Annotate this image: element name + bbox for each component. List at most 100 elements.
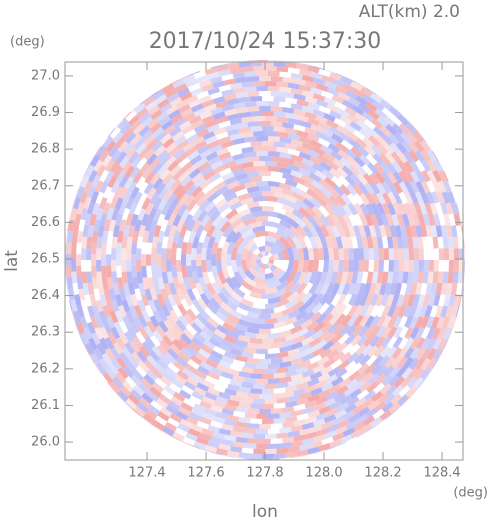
echo-cell — [204, 391, 218, 401]
echo-cell — [246, 171, 260, 178]
echo-cell — [273, 387, 286, 394]
echo-cell — [314, 224, 325, 238]
echo-cell — [287, 163, 301, 173]
echo-cell — [339, 76, 353, 86]
echo-cell — [146, 117, 160, 130]
echo-cell — [427, 294, 436, 307]
echo-cell — [290, 72, 303, 80]
echo-cell — [86, 185, 96, 199]
echo-cell — [307, 409, 321, 419]
echo-cell — [274, 239, 286, 251]
echo-cell — [114, 136, 127, 149]
echo-cell — [207, 387, 220, 397]
echo-cell — [235, 203, 249, 214]
echo-cell — [129, 341, 141, 354]
echo-cell — [273, 372, 286, 379]
echo-cell — [357, 145, 370, 158]
echo-cell — [163, 124, 176, 136]
echo-cell — [336, 303, 347, 317]
echo-cell — [315, 195, 328, 208]
echo-cell — [313, 292, 325, 306]
echo-cell — [130, 321, 140, 334]
echo-cell — [137, 299, 147, 312]
echo-cell — [196, 265, 204, 279]
echo-cell — [291, 271, 302, 284]
echo-cell — [204, 375, 218, 385]
echo-cell — [332, 78, 345, 88]
echo-cell — [342, 83, 356, 93]
echo-cell — [265, 131, 277, 137]
echo-cell — [198, 308, 211, 321]
echo-cell — [84, 164, 95, 178]
echo-cell — [359, 154, 371, 166]
echo-cell — [139, 162, 151, 175]
echo-cell — [432, 169, 442, 183]
echo-cell — [430, 282, 438, 296]
echo-cell — [273, 111, 286, 118]
echo-cell — [166, 236, 174, 249]
echo-cell — [267, 378, 280, 384]
echo-cell — [383, 115, 396, 127]
echo-cell — [262, 403, 274, 410]
echo-cell — [342, 293, 353, 307]
echo-cell — [254, 282, 269, 289]
echo-cell — [270, 106, 283, 112]
echo-cell — [344, 403, 358, 414]
echo-cell — [99, 180, 109, 194]
echo-cell — [218, 167, 232, 177]
echo-cell — [193, 70, 207, 79]
echo-cell — [116, 242, 123, 255]
echo-cell — [230, 231, 242, 244]
echo-cell — [392, 305, 402, 318]
echo-cell — [321, 74, 334, 84]
echo-cell — [256, 86, 268, 92]
echo-cell — [196, 241, 204, 255]
echo-cell — [362, 415, 376, 427]
echo-cell — [297, 301, 311, 314]
echo-cell — [387, 202, 397, 216]
echo-cell — [273, 402, 286, 409]
echo-cell — [328, 194, 341, 207]
echo-cell — [109, 347, 121, 360]
echo-cell — [381, 133, 394, 146]
echo-cell — [290, 154, 304, 163]
echo-cell — [365, 381, 379, 394]
echo-cell — [430, 316, 440, 330]
echo-cell — [418, 248, 424, 260]
echo-cell — [339, 394, 353, 405]
echo-cell — [110, 357, 122, 371]
echo-cell — [409, 336, 420, 350]
echo-cell — [403, 151, 414, 164]
echo-cell — [122, 380, 134, 393]
echo-cell — [397, 236, 404, 249]
echo-cell — [200, 343, 213, 355]
y-tick-label: 26.2 — [31, 361, 60, 376]
echo-cell — [246, 186, 260, 194]
echo-cell — [401, 367, 413, 380]
echo-cell — [151, 345, 163, 358]
echo-cell — [241, 66, 254, 73]
echo-cell — [207, 236, 216, 249]
echo-cell — [172, 117, 186, 129]
echo-cell — [352, 224, 362, 238]
echo-cell — [267, 458, 280, 460]
echo-cell — [362, 371, 375, 384]
echo-cell — [334, 425, 348, 435]
echo-cell — [172, 431, 185, 442]
echo-cell — [156, 213, 166, 227]
echo-cell — [124, 331, 135, 344]
echo-cell — [227, 143, 240, 152]
echo-cell — [122, 127, 134, 140]
echo-cell — [235, 339, 248, 348]
echo-cell — [91, 174, 101, 188]
echo-cell — [355, 371, 368, 383]
echo-cell — [250, 141, 263, 147]
echo-cell — [382, 365, 395, 378]
y-tick-label: 26.4 — [31, 288, 60, 303]
echo-cell — [398, 248, 404, 260]
echo-cell — [265, 81, 277, 87]
echo-cell — [258, 201, 272, 207]
echo-cell — [238, 386, 251, 394]
echo-cell — [393, 248, 399, 260]
echo-cell — [287, 67, 300, 75]
